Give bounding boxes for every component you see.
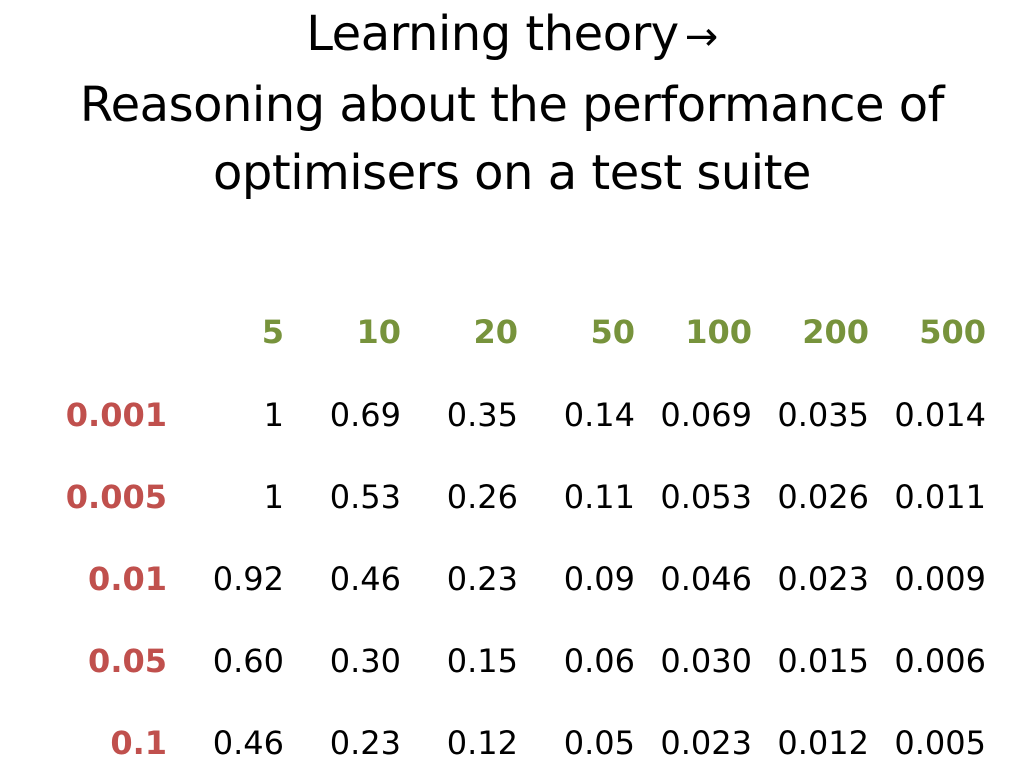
table-cell: 0.030 (660, 642, 752, 680)
table-cell: 0.009 (894, 560, 986, 598)
column-header: 200 (802, 313, 869, 351)
column-header: 5 (261, 313, 284, 351)
table-cell: 0.11 (563, 478, 635, 516)
column-header: 50 (590, 313, 635, 351)
column-header: 10 (356, 313, 401, 351)
table-cell: 0.26 (446, 478, 518, 516)
row-header: 0.01 (88, 560, 167, 598)
table-cell: 0.06 (563, 642, 635, 680)
row-header: 0.05 (88, 642, 167, 680)
row-header: 0.001 (65, 396, 167, 434)
table-cell: 0.46 (329, 560, 401, 598)
table-cell: 0.012 (777, 724, 869, 762)
table-cell: 0.09 (563, 560, 635, 598)
table-cell: 0.60 (212, 642, 284, 680)
table-cell: 1 (263, 396, 284, 434)
title-line-2: Reasoning about the performance of (79, 77, 945, 133)
table-cell: 0.053 (660, 478, 752, 516)
table-cell: 0.014 (894, 396, 986, 434)
table-cell: 0.005 (894, 724, 986, 762)
table-cell: 0.069 (660, 396, 752, 434)
column-header: 20 (473, 313, 518, 351)
table-cell: 0.92 (212, 560, 284, 598)
slide-title: Learning theory → Reasoning about the per… (0, 0, 1024, 207)
table-cell: 0.05 (563, 724, 635, 762)
table-cell: 0.15 (446, 642, 518, 680)
column-header: 500 (919, 313, 986, 351)
table-cell: 0.14 (563, 396, 635, 434)
table-cell: 0.035 (777, 396, 869, 434)
table-cell: 0.23 (446, 560, 518, 598)
table-cell: 0.015 (777, 642, 869, 680)
table-cell: 0.53 (329, 478, 401, 516)
table-cell: 0.023 (777, 560, 869, 598)
right-arrow-icon: → (684, 14, 719, 60)
title-line-1: Learning theory → (0, 0, 1024, 71)
table-cell: 1 (263, 478, 284, 516)
table-cell: 0.011 (894, 478, 986, 516)
table-cell: 0.026 (777, 478, 869, 516)
title-line-3: optimisers on a test suite (213, 145, 811, 201)
table-cell: 0.30 (329, 642, 401, 680)
row-header: 0.005 (65, 478, 167, 516)
table-cell: 0.69 (329, 396, 401, 434)
table-cell: 0.023 (660, 724, 752, 762)
row-header: 0.1 (110, 724, 167, 762)
table-cell: 0.46 (212, 724, 284, 762)
table-cell: 0.23 (329, 724, 401, 762)
column-header: 100 (685, 313, 752, 351)
table-cell: 0.35 (446, 396, 518, 434)
table-cell: 0.006 (894, 642, 986, 680)
title-text: Learning theory (306, 6, 679, 62)
table-cell: 0.12 (446, 724, 518, 762)
table-cell: 0.046 (660, 560, 752, 598)
